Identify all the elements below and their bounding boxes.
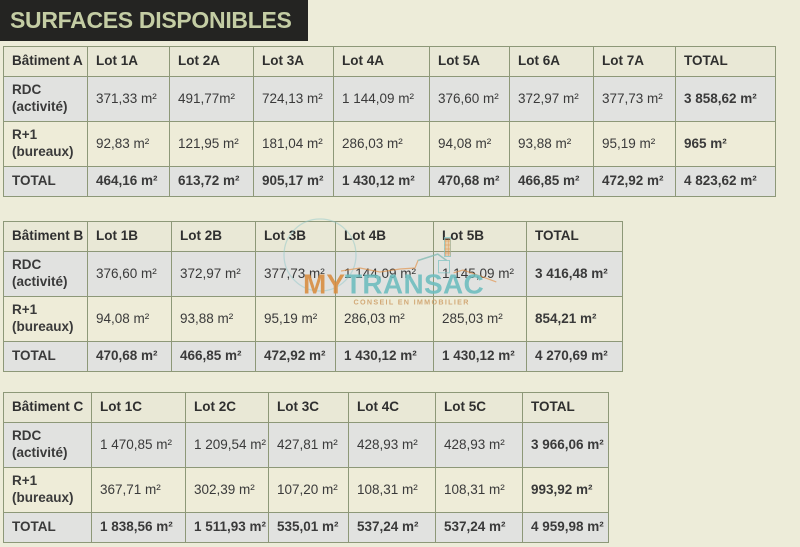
svg-text:CONSEIL EN IMMOBILIER: CONSEIL EN IMMOBILIER bbox=[354, 298, 470, 307]
svg-text:TRANSAC: TRANSAC bbox=[345, 269, 484, 300]
svg-text:MY: MY bbox=[303, 269, 345, 300]
